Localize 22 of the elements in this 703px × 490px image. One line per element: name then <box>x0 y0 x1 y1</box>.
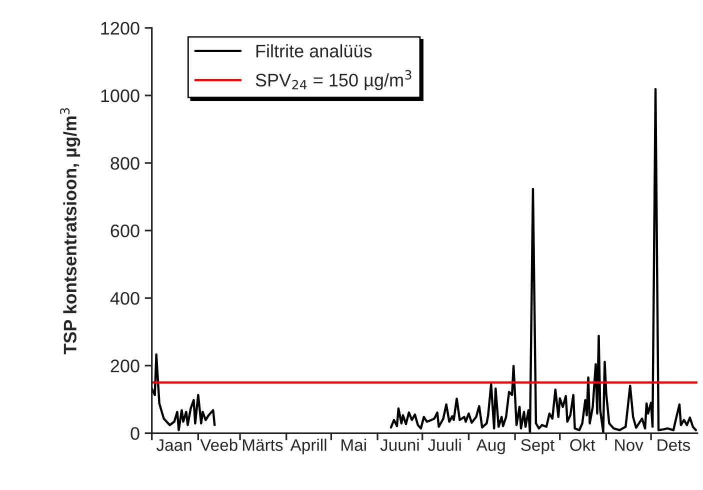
x-tick-label: Märts <box>242 439 283 451</box>
x-tick-label: Aprill <box>290 438 326 454</box>
y-tick-label: 800 <box>110 156 140 170</box>
x-tick-label: Juuli <box>428 438 461 451</box>
y-tick-label: 400 <box>110 292 140 305</box>
x-tick-label: Jaan <box>156 439 192 451</box>
y-tick-label: 1200 <box>101 22 140 35</box>
legend-label: SPV$_{24}$ = 150 µg/m$^{3}$ <box>256 70 412 90</box>
legend-label: Filtrite analüüs <box>256 44 372 58</box>
x-tick-label: Juuni <box>380 438 419 451</box>
x-tick-label: Nov <box>615 439 644 451</box>
y-tick-label: 600 <box>110 224 140 238</box>
x-tick-label: Veeb <box>200 438 238 451</box>
x-tick-label: Okt <box>570 438 596 451</box>
y-tick-label: 1000 <box>101 89 140 102</box>
y-tick-label: 0 <box>130 427 140 440</box>
x-tick-label: Mai <box>342 438 366 451</box>
x-tick-label: Dets <box>658 439 690 451</box>
y-tick-label: 200 <box>110 360 140 372</box>
x-tick-label: Sept <box>521 439 554 454</box>
x-tick-label: Aug <box>476 439 505 454</box>
y-axis-title: TSP kontsentratsioon, µg/m$^{3}$ <box>60 108 80 354</box>
